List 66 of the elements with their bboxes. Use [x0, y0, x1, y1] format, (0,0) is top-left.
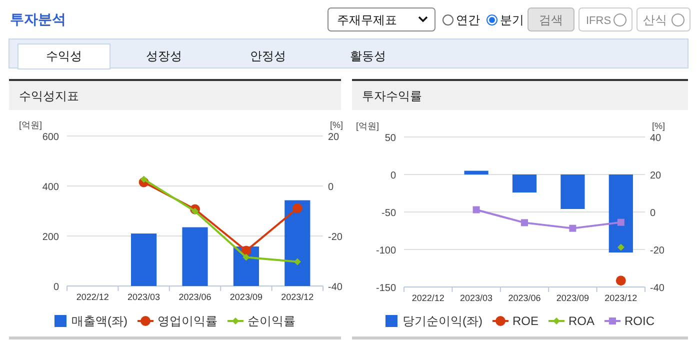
text: 활동성 [350, 49, 386, 63]
text: 투자분석 [10, 11, 66, 27]
y-tick-label: 50 [384, 133, 396, 144]
x-tick-label: 2022/12 [76, 292, 109, 302]
text: 성장성 [146, 49, 182, 63]
point [569, 224, 576, 232]
y2-tick-label: 40 [650, 133, 662, 144]
point [472, 206, 480, 214]
y2-tick-label: -20 [328, 232, 343, 243]
x-tick-label: 2023/12 [281, 292, 314, 302]
y-tick-label: 600 [42, 132, 60, 143]
point [616, 276, 626, 286]
y-tick-label: 400 [42, 182, 60, 193]
y2-tick-label: 0 [650, 208, 656, 219]
x-tick-label: 2023/03 [460, 293, 493, 303]
y-tick-label: 0 [53, 282, 60, 293]
text: 수익성 [46, 49, 82, 63]
x-tick-label: 2023/06 [178, 292, 212, 302]
text: 연간 [456, 13, 480, 27]
y2-axis-title: [%] [330, 120, 344, 130]
bar [131, 234, 157, 286]
y-tick-label: 0 [390, 170, 396, 182]
text: 안정성 [250, 49, 286, 63]
y-tick-label: 200 [42, 232, 60, 243]
x-tick-label: 2023/06 [508, 293, 541, 303]
point [521, 219, 528, 226]
text: 주재무제표 [337, 13, 397, 27]
x-tick-label: 2023/12 [604, 293, 638, 303]
legend-label: 매출액(좌) [72, 314, 128, 328]
point [242, 254, 250, 261]
y2-axis-title: [%] [652, 121, 666, 131]
x-tick-label: 2023/09 [230, 292, 262, 302]
text: IFRS [586, 15, 612, 27]
y-axis-title: [억원] [356, 121, 380, 131]
y2-tick-label: -40 [328, 282, 343, 293]
bar [182, 227, 208, 286]
point [617, 218, 624, 226]
point [192, 208, 198, 215]
x-tick-label: 2023/03 [128, 292, 160, 302]
chart-title: 수익성지표 [19, 89, 79, 103]
y2-tick-label: -40 [650, 283, 665, 294]
y-tick-label: -150 [376, 283, 396, 294]
chart-title: 투자수익률 [362, 89, 422, 103]
legend-label: ROA [568, 314, 595, 328]
text: 산식 [643, 13, 667, 27]
legend-label: ROE [512, 314, 538, 328]
point [617, 244, 624, 251]
legend-label: 영업이익률 [158, 314, 218, 328]
y-tick-label: -50 [382, 208, 396, 219]
legend-label: 당기순이익(좌) [402, 314, 482, 328]
point [292, 203, 302, 214]
point [294, 258, 301, 266]
x-tick-label: 2022/12 [412, 293, 444, 303]
y2-tick-label: 20 [650, 170, 662, 182]
x-tick-label: 2023/09 [556, 293, 589, 303]
text: 검색 [539, 13, 563, 27]
y2-tick-label: 20 [328, 132, 340, 143]
y2-tick-label: 0 [328, 182, 334, 193]
y-axis-title: [억원] [19, 120, 42, 130]
point [140, 176, 148, 183]
y-tick-label: -100 [376, 246, 396, 256]
bar [284, 200, 310, 286]
legend-label: 순이익률 [248, 314, 296, 328]
y2-tick-label: -20 [650, 246, 665, 256]
text: 분기 [500, 13, 524, 27]
legend-label: ROIC [624, 314, 655, 328]
